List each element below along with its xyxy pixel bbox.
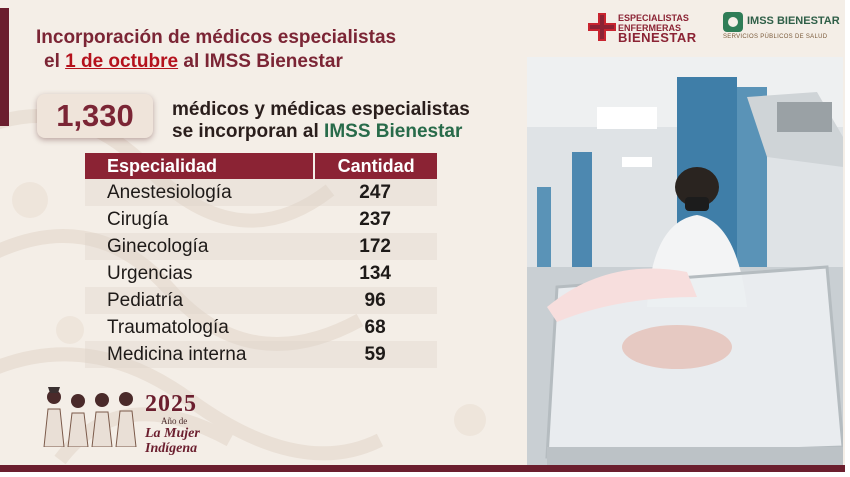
especialistas-logo: ESPECIALISTAS ENFERMERAS BIENESTAR bbox=[588, 11, 708, 45]
count-cell: 247 bbox=[313, 179, 437, 206]
count-cell: 68 bbox=[364, 317, 386, 338]
bottom-accent-bar bbox=[0, 465, 845, 472]
count-cell: 96 bbox=[313, 287, 437, 314]
table-row: Cirugía 237 bbox=[85, 206, 437, 233]
table-row: Medicina interna 59 bbox=[85, 341, 437, 368]
specialty-cell: Medicina interna bbox=[85, 341, 314, 368]
count-cell: 59 bbox=[313, 341, 437, 368]
specialty-cell: Anestesiología bbox=[85, 179, 314, 206]
specialties-table: Especialidad Cantidad Anestesiología 247 … bbox=[85, 153, 437, 368]
header-count: Cantidad bbox=[313, 153, 437, 179]
table-row: Anestesiología 247 bbox=[85, 179, 437, 206]
specialty-cell: Ginecología bbox=[85, 233, 314, 260]
table-row: Pediatría 96 bbox=[85, 287, 437, 314]
header-specialty: Especialidad bbox=[107, 156, 218, 176]
red-cross-icon bbox=[588, 13, 616, 41]
summary-text: médicos y médicas especialistas se incor… bbox=[172, 99, 470, 142]
table-row: Urgencias 134 bbox=[85, 260, 437, 287]
title-line2: el 1 de octubre al IMSS Bienestar bbox=[44, 51, 343, 72]
specialty-cell: Pediatría bbox=[85, 287, 314, 314]
table-body: Anestesiología 247 Cirugía 237 Ginecología… bbox=[85, 179, 437, 368]
specialty-cell: Urgencias bbox=[107, 263, 193, 284]
brand-name: IMSS Bienestar bbox=[324, 121, 463, 142]
year-motto: 2025 Año de La Mujer Indígena bbox=[145, 391, 200, 456]
imss-emblem-icon bbox=[723, 12, 743, 32]
imss-bienestar-logo: IMSS BIENESTAR SERVICIOS PÚBLICOS DE SAL… bbox=[723, 12, 840, 42]
hospital-photo bbox=[527, 57, 843, 467]
year-text: 2025 bbox=[145, 391, 197, 417]
count-cell: 237 bbox=[359, 209, 391, 230]
specialty-cell: Traumatología bbox=[107, 317, 229, 338]
indigenous-women-illustration bbox=[43, 387, 137, 447]
table-row: Ginecología 172 bbox=[85, 233, 437, 260]
accent-bar bbox=[0, 8, 9, 126]
count-cell: 172 bbox=[313, 233, 437, 260]
title-line1: Incorporación de médicos especialistas bbox=[36, 27, 397, 48]
total-count-badge: 1,330 bbox=[37, 94, 153, 138]
page-title: Incorporación de médicos especialistas e… bbox=[36, 26, 396, 74]
specialty-cell: Cirugía bbox=[107, 209, 169, 230]
count-cell: 134 bbox=[359, 263, 391, 284]
table-row: Traumatología 68 bbox=[85, 314, 437, 341]
title-date: 1 de octubre bbox=[65, 51, 179, 72]
table-header: Especialidad Cantidad bbox=[85, 153, 437, 179]
